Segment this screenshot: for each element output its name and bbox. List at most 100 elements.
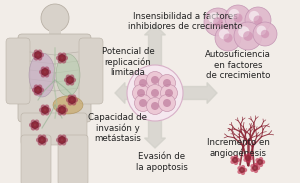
Circle shape	[46, 107, 51, 113]
Circle shape	[243, 154, 248, 158]
Circle shape	[56, 55, 61, 61]
Text: Autosuficiencia
en factores
de crecimiento: Autosuficiencia en factores de crecimien…	[205, 50, 271, 80]
Circle shape	[256, 26, 266, 35]
Circle shape	[37, 49, 42, 55]
Circle shape	[63, 55, 68, 61]
Circle shape	[61, 111, 66, 115]
Circle shape	[73, 98, 78, 102]
Circle shape	[39, 107, 44, 113]
Circle shape	[31, 119, 36, 124]
Circle shape	[41, 141, 46, 145]
Circle shape	[243, 31, 253, 41]
Circle shape	[41, 66, 46, 72]
Circle shape	[58, 135, 63, 139]
Circle shape	[61, 104, 66, 109]
Circle shape	[254, 163, 258, 167]
Circle shape	[151, 89, 159, 97]
Circle shape	[253, 22, 277, 46]
Circle shape	[139, 79, 147, 87]
Circle shape	[243, 168, 247, 172]
FancyArrow shape	[155, 83, 217, 104]
Circle shape	[61, 59, 66, 64]
Circle shape	[34, 49, 39, 55]
Circle shape	[165, 89, 173, 97]
Circle shape	[58, 111, 63, 115]
Circle shape	[261, 30, 269, 38]
Circle shape	[127, 65, 183, 121]
Circle shape	[230, 156, 235, 160]
Circle shape	[58, 55, 65, 61]
Circle shape	[213, 17, 223, 27]
Circle shape	[41, 68, 49, 76]
Circle shape	[44, 72, 49, 78]
Circle shape	[234, 155, 238, 159]
Circle shape	[37, 55, 42, 61]
Text: Insensibilidad a factores
inhibidores de crecimiento: Insensibilidad a factores inhibidores de…	[128, 12, 242, 31]
Circle shape	[158, 74, 176, 92]
Circle shape	[37, 91, 42, 96]
Ellipse shape	[29, 53, 55, 97]
Circle shape	[39, 87, 44, 92]
Circle shape	[58, 104, 63, 109]
Circle shape	[58, 141, 63, 145]
Circle shape	[67, 76, 73, 83]
Circle shape	[137, 89, 145, 97]
FancyBboxPatch shape	[21, 113, 87, 145]
Circle shape	[255, 158, 260, 163]
FancyBboxPatch shape	[21, 135, 51, 183]
Circle shape	[41, 4, 69, 32]
Circle shape	[34, 85, 39, 89]
Circle shape	[61, 135, 66, 139]
Circle shape	[56, 107, 61, 113]
Circle shape	[134, 74, 152, 92]
Circle shape	[151, 76, 159, 84]
Circle shape	[39, 53, 44, 57]
Text: Evasión de
la apoptosis: Evasión de la apoptosis	[136, 152, 188, 172]
Circle shape	[44, 66, 49, 72]
Circle shape	[41, 107, 49, 113]
Circle shape	[38, 137, 46, 143]
Circle shape	[259, 157, 263, 161]
Circle shape	[254, 169, 258, 173]
Circle shape	[234, 161, 238, 165]
Circle shape	[255, 162, 260, 166]
Circle shape	[34, 51, 41, 59]
Circle shape	[66, 74, 71, 79]
Circle shape	[229, 9, 239, 19]
Circle shape	[63, 137, 68, 143]
Circle shape	[160, 85, 178, 102]
Circle shape	[41, 135, 46, 139]
Circle shape	[256, 166, 260, 170]
Circle shape	[243, 158, 248, 162]
Circle shape	[261, 160, 265, 164]
Circle shape	[163, 79, 171, 87]
Circle shape	[241, 165, 245, 169]
Text: Incremento en
angiogénesis: Incremento en angiogénesis	[207, 138, 269, 158]
Circle shape	[237, 166, 242, 170]
Circle shape	[139, 99, 147, 107]
Circle shape	[219, 29, 229, 39]
Circle shape	[46, 70, 51, 74]
FancyBboxPatch shape	[6, 38, 30, 104]
Circle shape	[239, 167, 245, 173]
Text: Capacidad de
invasión y
metástasis: Capacidad de invasión y metástasis	[88, 113, 148, 143]
Circle shape	[133, 85, 149, 102]
Circle shape	[233, 13, 243, 23]
Circle shape	[146, 98, 164, 115]
Circle shape	[224, 33, 232, 43]
Circle shape	[41, 72, 46, 78]
Circle shape	[38, 135, 43, 139]
Circle shape	[31, 126, 36, 130]
Ellipse shape	[56, 54, 80, 96]
Ellipse shape	[53, 96, 83, 114]
Circle shape	[245, 7, 271, 33]
Circle shape	[249, 156, 253, 160]
Circle shape	[66, 98, 71, 102]
Circle shape	[56, 137, 61, 143]
Circle shape	[215, 25, 241, 51]
Circle shape	[254, 15, 262, 25]
Circle shape	[71, 100, 76, 106]
FancyBboxPatch shape	[49, 30, 61, 40]
Circle shape	[36, 122, 41, 128]
Circle shape	[41, 104, 46, 109]
